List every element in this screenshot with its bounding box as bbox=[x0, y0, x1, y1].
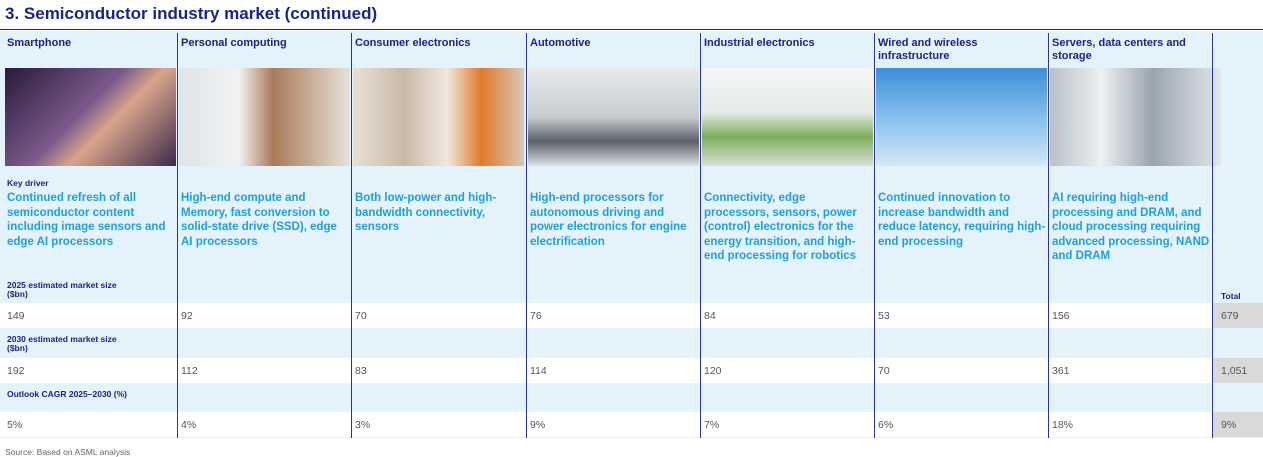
value-row bbox=[0, 358, 1213, 383]
value: 18% bbox=[1052, 419, 1074, 431]
column-separator bbox=[1048, 33, 1049, 438]
source: Source: Based on ASML analysis bbox=[5, 447, 131, 457]
value: 114 bbox=[530, 365, 547, 377]
value: 84 bbox=[704, 310, 716, 322]
value: 4% bbox=[181, 419, 197, 431]
value: 6% bbox=[878, 419, 894, 431]
value: 92 bbox=[181, 310, 193, 322]
value: 70 bbox=[878, 365, 890, 377]
value-row bbox=[0, 303, 1213, 328]
image bbox=[876, 68, 1047, 166]
column-separator bbox=[700, 33, 701, 438]
key-driver: Connectivity, edge processors, sensors, … bbox=[704, 192, 857, 262]
key-driver: Both low-power and high-bandwidth connec… bbox=[355, 192, 497, 233]
title: 3. Semiconductor industry market (contin… bbox=[5, 4, 378, 23]
value: 112 bbox=[181, 365, 198, 377]
row-label: Key driver bbox=[7, 178, 49, 188]
key-driver: Continued refresh of all semiconductor c… bbox=[7, 192, 166, 248]
row-label: 2030 estimated market size ($bn) bbox=[7, 334, 117, 353]
column-separator bbox=[351, 33, 352, 438]
column-header: Consumer electronics bbox=[355, 37, 471, 49]
total-cell bbox=[1213, 303, 1263, 328]
column-separator bbox=[177, 33, 178, 438]
column-header: Automotive bbox=[530, 37, 591, 49]
image bbox=[353, 68, 524, 166]
total-value: 1,051 bbox=[1221, 365, 1248, 377]
value-row bbox=[0, 412, 1213, 437]
key-driver: Continued innovation to increase bandwid… bbox=[878, 192, 1046, 248]
key-driver: High-end processors for autonomous drivi… bbox=[530, 192, 687, 248]
value: 3% bbox=[355, 419, 371, 431]
row-label: 2025 estimated market size ($bn) bbox=[7, 280, 117, 299]
value: 361 bbox=[1052, 365, 1070, 377]
total-cell bbox=[1213, 412, 1263, 437]
key-driver: AI requiring high-end processing and DRA… bbox=[1052, 192, 1210, 262]
total-header: Total bbox=[1221, 291, 1241, 301]
total-cell bbox=[1213, 358, 1263, 383]
column-header: Industrial electronics bbox=[704, 37, 815, 49]
image bbox=[1050, 68, 1221, 166]
image bbox=[5, 68, 176, 166]
key-driver: High-end compute and Memory, fast conver… bbox=[181, 192, 337, 248]
image bbox=[528, 68, 699, 166]
total-value: 679 bbox=[1221, 310, 1239, 322]
image bbox=[702, 68, 873, 166]
value: 9% bbox=[530, 419, 546, 431]
image bbox=[179, 68, 350, 166]
column-separator bbox=[526, 33, 527, 438]
value: 70 bbox=[355, 310, 367, 322]
column-header: Personal computing bbox=[181, 37, 287, 49]
value: 76 bbox=[530, 310, 542, 322]
value: 120 bbox=[704, 365, 722, 377]
column-separator bbox=[1212, 33, 1213, 438]
value: 53 bbox=[878, 310, 890, 322]
column-header: Wired and wireless infrastructure bbox=[878, 37, 978, 62]
column-header: Servers, data centers and storage bbox=[1052, 37, 1186, 62]
value: 156 bbox=[1052, 310, 1070, 322]
column-header: Smartphone bbox=[7, 37, 72, 49]
value: 192 bbox=[7, 365, 25, 377]
value: 7% bbox=[704, 419, 720, 431]
column-separator bbox=[874, 33, 875, 438]
value: 149 bbox=[7, 310, 25, 322]
value: 5% bbox=[7, 419, 23, 431]
value: 83 bbox=[355, 365, 367, 377]
title-rule bbox=[0, 29, 1263, 30]
total-value: 9% bbox=[1221, 419, 1237, 431]
row-label: Outlook CAGR 2025–2030 (%) bbox=[7, 389, 127, 399]
